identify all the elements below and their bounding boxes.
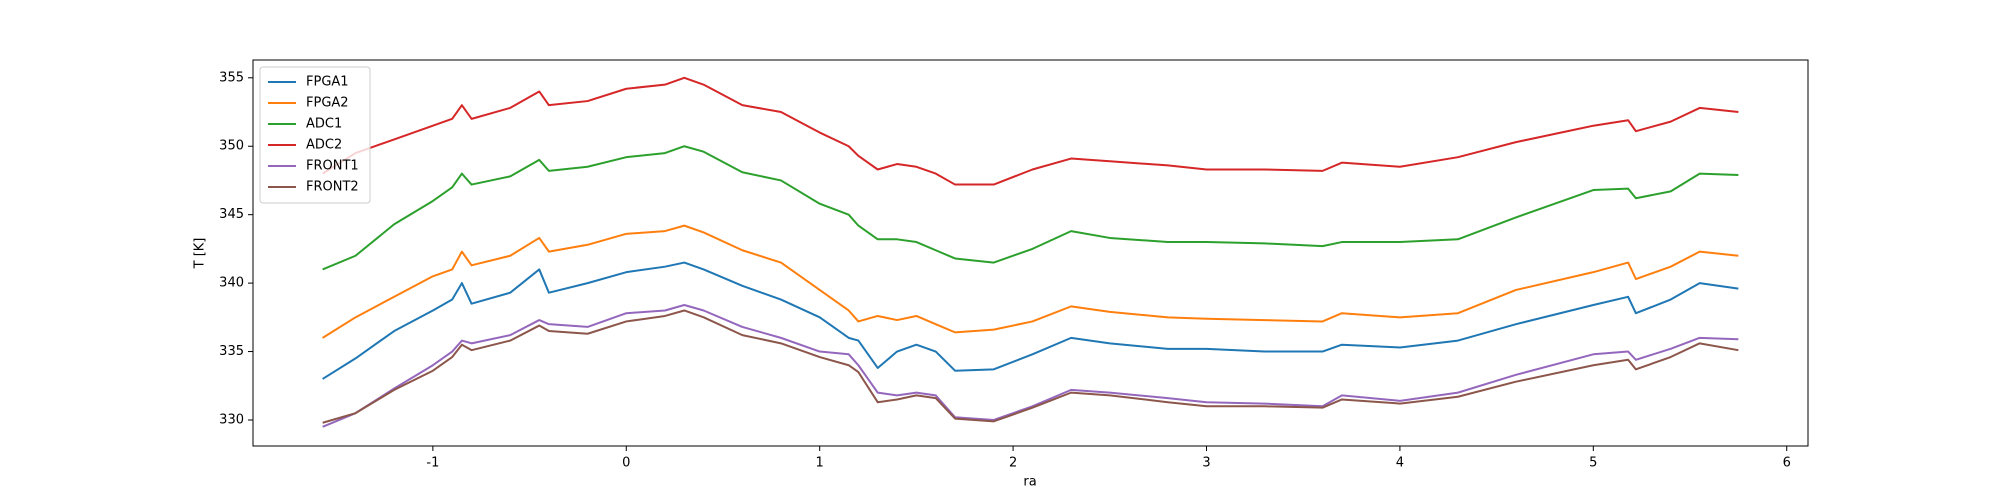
series-line [322,309,1739,424]
series-line [322,261,1739,380]
x-axis-label: ra [1023,475,1036,490]
legend-label: FPGA2 [306,96,349,111]
y-tick-label: 330 [219,412,244,427]
series-line [322,304,1739,428]
x-tick-label: -1 [426,456,439,471]
legend-label: ADC1 [306,117,342,132]
x-tick-label: 6 [1783,456,1791,471]
plot-frame [252,59,1809,447]
x-tick-label: 5 [1589,456,1597,471]
x-tick-label: 1 [816,456,824,471]
x-tick-label: 0 [622,456,630,471]
y-tick-label: 345 [219,207,244,222]
y-tick-label: 340 [219,276,244,291]
legend-box [259,66,371,204]
series-line [322,76,1739,186]
x-tick-label: 3 [1202,456,1210,471]
series-line [322,224,1739,339]
y-tick-label: 335 [219,344,244,359]
series-line [322,145,1739,271]
legend-label: FPGA1 [306,75,349,90]
legend-label: FRONT2 [306,180,359,195]
legend: FPGA1 FPGA2 ADC1 ADC2 FRONT1 FRONT2 [259,66,371,204]
y-axis-label: T [K] [193,238,208,270]
x-tick-label: 4 [1396,456,1404,471]
legend-label: ADC2 [306,138,342,153]
legend-label: FRONT1 [306,159,359,174]
y-tick-label: 350 [219,139,244,154]
x-tick-label: 2 [1009,456,1017,471]
y-tick-label: 355 [219,70,244,85]
